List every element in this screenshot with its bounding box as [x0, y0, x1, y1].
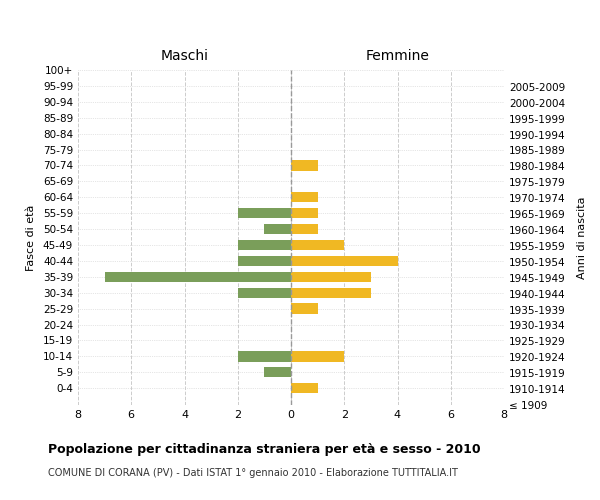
Text: COMUNE DI CORANA (PV) - Dati ISTAT 1° gennaio 2010 - Elaborazione TUTTITALIA.IT: COMUNE DI CORANA (PV) - Dati ISTAT 1° ge…: [48, 468, 458, 477]
Bar: [238, 240, 291, 250]
Bar: [291, 208, 317, 218]
Bar: [291, 256, 398, 266]
Bar: [265, 224, 291, 234]
Bar: [291, 224, 317, 234]
Bar: [291, 160, 317, 170]
Bar: [238, 256, 291, 266]
Bar: [291, 351, 344, 362]
Bar: [291, 272, 371, 282]
Bar: [291, 288, 371, 298]
Bar: [291, 192, 317, 202]
Text: Femmine: Femmine: [365, 50, 430, 64]
Bar: [238, 288, 291, 298]
Y-axis label: Anni di nascita: Anni di nascita: [577, 196, 587, 279]
Bar: [291, 240, 344, 250]
Bar: [291, 383, 317, 394]
Text: Popolazione per cittadinanza straniera per età e sesso - 2010: Popolazione per cittadinanza straniera p…: [48, 442, 481, 456]
Bar: [238, 208, 291, 218]
Bar: [104, 272, 291, 282]
Y-axis label: Fasce di età: Fasce di età: [26, 204, 36, 270]
Bar: [265, 367, 291, 378]
Text: Maschi: Maschi: [161, 50, 209, 64]
Bar: [291, 304, 317, 314]
Bar: [238, 351, 291, 362]
